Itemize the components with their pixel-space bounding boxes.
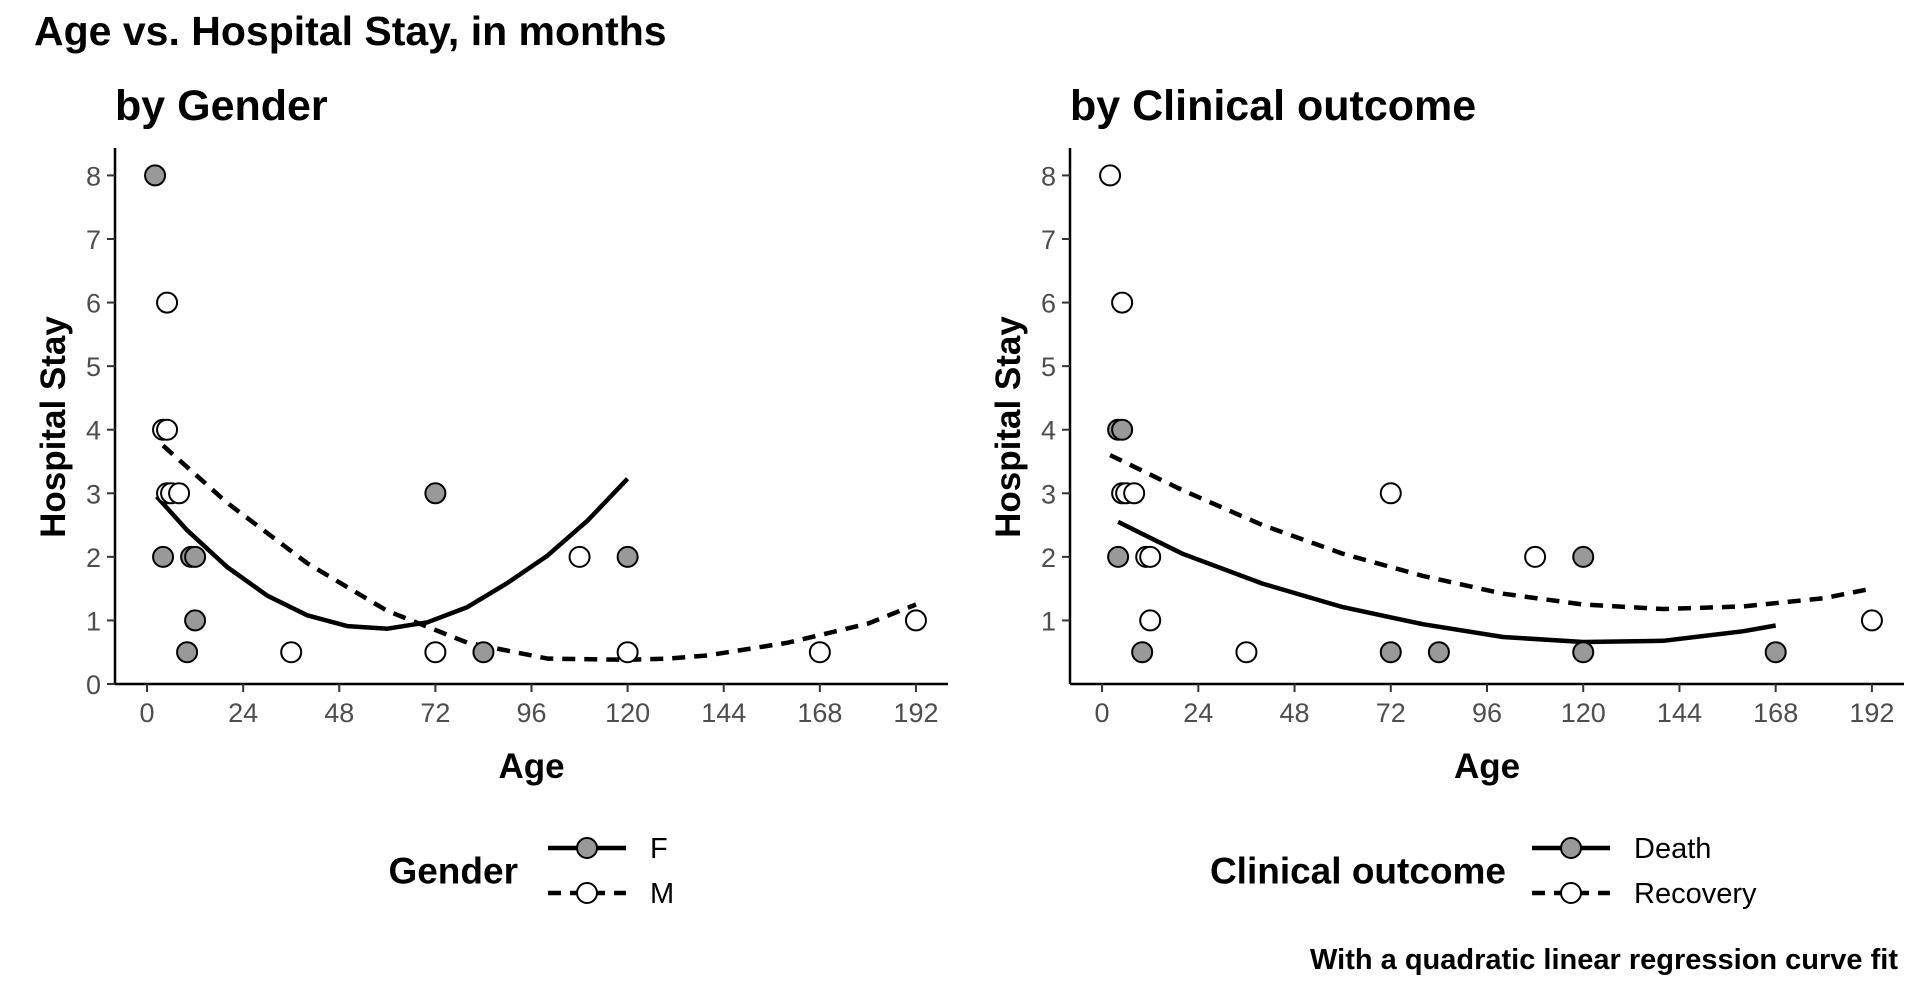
legend-label-m: M bbox=[650, 878, 674, 910]
y-axis-title: Hospital Stay bbox=[989, 316, 1028, 538]
legend-key-marker bbox=[1560, 882, 1582, 904]
x-tick-label: 96 bbox=[1472, 698, 1502, 728]
data-point-f bbox=[616, 545, 639, 568]
legend: Clinical outcome Death Recovery bbox=[1210, 833, 1757, 910]
y-tick-label: 2 bbox=[86, 543, 101, 573]
data-point-f bbox=[184, 609, 207, 632]
chart-caption: With a quadratic linear regression curve… bbox=[1310, 944, 1898, 976]
data-point-f bbox=[424, 482, 447, 505]
x-tick-label: 96 bbox=[516, 698, 546, 728]
data-point-death bbox=[1764, 641, 1787, 664]
data-point-f bbox=[184, 545, 207, 568]
data-point-m bbox=[808, 641, 831, 664]
chart-panel-2: by Clinical outcome 1 2 3 4 5 6 7 8 0 24 48 72 96 120 1… bbox=[989, 82, 1904, 910]
data-point-recovery bbox=[1235, 641, 1258, 664]
data-point-m bbox=[616, 641, 639, 664]
y-tick-label: 0 bbox=[86, 670, 101, 700]
y-tick-label: 1 bbox=[1041, 606, 1056, 636]
y-tick-label: 8 bbox=[86, 161, 101, 191]
y-tick-label: 2 bbox=[1041, 543, 1056, 573]
data-point-m bbox=[156, 291, 179, 314]
y-tick-label: 8 bbox=[1041, 161, 1056, 191]
data-point-f bbox=[144, 164, 167, 187]
data-point-death bbox=[1379, 641, 1402, 664]
chart-main-title: Age vs. Hospital Stay, in months bbox=[34, 8, 667, 54]
y-tick-label: 6 bbox=[1041, 289, 1056, 319]
x-tick-label: 48 bbox=[1280, 698, 1310, 728]
y-tick-label: 1 bbox=[86, 606, 101, 636]
fit-curve-m bbox=[161, 443, 917, 663]
x-tick-label: 24 bbox=[228, 698, 258, 728]
legend-key-marker bbox=[1560, 837, 1582, 859]
x-axis-title: Age bbox=[1454, 747, 1520, 786]
y-tick-label: 3 bbox=[1041, 479, 1056, 509]
data-point-f bbox=[176, 641, 199, 664]
data-point-death bbox=[1111, 418, 1134, 441]
y-tick-label: 4 bbox=[86, 416, 101, 446]
data-point-recovery bbox=[1379, 482, 1402, 505]
x-tick-label: 0 bbox=[140, 698, 155, 728]
x-axis-title: Age bbox=[498, 747, 564, 786]
data-point-f bbox=[472, 641, 495, 664]
x-tick-label: 24 bbox=[1183, 698, 1213, 728]
data-point-m bbox=[280, 641, 303, 664]
x-tick-label: 168 bbox=[1753, 698, 1798, 728]
data-point-death bbox=[1107, 545, 1130, 568]
data-point-m bbox=[904, 609, 927, 632]
legend-title: Clinical outcome bbox=[1210, 851, 1506, 892]
legend: Gender FM bbox=[388, 833, 674, 910]
x-tick-label: 120 bbox=[1561, 698, 1606, 728]
legend-label-recovery: Recovery bbox=[1634, 878, 1757, 910]
data-point-recovery bbox=[1139, 609, 1162, 632]
x-tick-label: 144 bbox=[701, 698, 746, 728]
x-tick-label: 72 bbox=[1376, 698, 1406, 728]
x-tick-label: 120 bbox=[605, 698, 650, 728]
x-tick-label: 192 bbox=[893, 698, 938, 728]
data-point-recovery bbox=[1123, 482, 1146, 505]
data-point-m bbox=[168, 482, 191, 505]
panel-title: by Clinical outcome bbox=[1070, 82, 1476, 130]
x-tick-label: 72 bbox=[420, 698, 450, 728]
x-tick-label: 0 bbox=[1095, 698, 1110, 728]
fit-curve-recovery bbox=[1109, 453, 1873, 612]
data-point-m bbox=[156, 418, 179, 441]
data-point-death bbox=[1131, 641, 1154, 664]
x-tick-label: 168 bbox=[797, 698, 842, 728]
y-axis-title: Hospital Stay bbox=[34, 316, 73, 538]
y-tick-label: 5 bbox=[1041, 352, 1056, 382]
x-tick-label: 192 bbox=[1849, 698, 1894, 728]
y-tick-label: 7 bbox=[86, 225, 101, 255]
fit-curve-f bbox=[155, 477, 630, 631]
x-tick-label: 144 bbox=[1657, 698, 1702, 728]
x-tick-label: 48 bbox=[324, 698, 354, 728]
legend-title: Gender bbox=[388, 851, 518, 892]
data-point-death bbox=[1572, 545, 1595, 568]
legend-key-marker bbox=[576, 837, 598, 859]
y-tick-label: 4 bbox=[1041, 416, 1056, 446]
data-point-recovery bbox=[1111, 291, 1134, 314]
y-tick-label: 5 bbox=[86, 352, 101, 382]
fit-curve-death bbox=[1117, 519, 1777, 645]
data-point-recovery bbox=[1139, 545, 1162, 568]
data-point-f bbox=[152, 545, 175, 568]
data-point-death bbox=[1572, 641, 1595, 664]
chart-panel-1: by Gender 0 1 2 3 4 5 6 7 8 0 24 48 72 96 120 144 168 192 A… bbox=[34, 82, 948, 910]
data-point-m bbox=[568, 545, 591, 568]
legend-label-death: Death bbox=[1634, 833, 1711, 865]
panel-title: by Gender bbox=[115, 82, 328, 130]
y-tick-label: 7 bbox=[1041, 225, 1056, 255]
data-point-recovery bbox=[1099, 164, 1122, 187]
y-tick-label: 6 bbox=[86, 289, 101, 319]
legend-label-f: F bbox=[650, 833, 668, 865]
legend-key-marker bbox=[576, 882, 598, 904]
data-point-death bbox=[1427, 641, 1450, 664]
data-point-recovery bbox=[1524, 545, 1547, 568]
data-point-recovery bbox=[1860, 609, 1883, 632]
data-point-m bbox=[424, 641, 447, 664]
y-tick-label: 3 bbox=[86, 479, 101, 509]
